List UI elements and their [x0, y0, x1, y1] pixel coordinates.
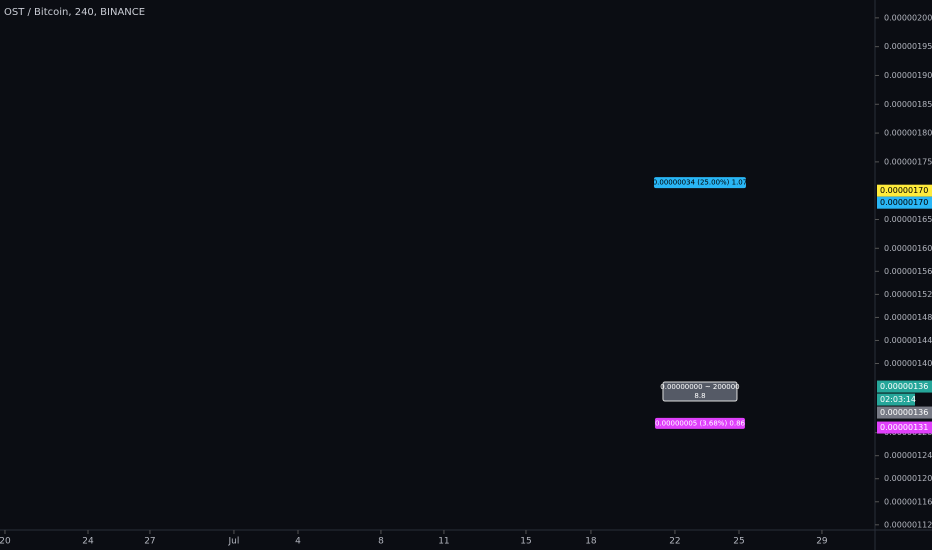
stop-label-box	[654, 417, 745, 429]
price-tag-label: 0.00000170	[880, 198, 928, 207]
x-tick-label: 25	[733, 537, 744, 547]
y-tick-label: 0.00000148	[884, 313, 932, 322]
price-tag-label: 0.00000170	[880, 186, 928, 195]
y-tick-label: 0.00000185	[884, 100, 932, 109]
x-tick-label: 24	[82, 537, 94, 547]
price-tag-label: 0.00000136	[880, 382, 928, 391]
price-tag-label: 02:03:14	[880, 395, 916, 404]
price-tag	[877, 406, 932, 419]
stop-label: 0.00000005 (3.68%) 0.86	[655, 419, 746, 427]
y-tick-label: 0.00000156	[884, 267, 932, 276]
y-tick-label: 0.00000112	[884, 520, 932, 529]
y-tick-label: 0.00000175	[884, 157, 932, 166]
entry-label: 0.00000000 ~ 200000	[660, 383, 739, 391]
entry-label: 8.8	[694, 392, 705, 400]
axes: 0.00000200 0.00000195 0.00000190 0.00000185…	[0, 13, 932, 546]
x-tick-label: 8	[378, 537, 384, 547]
entry-label-box	[662, 381, 738, 402]
x-tick-label: 29	[816, 537, 828, 547]
x-tick-label: 4	[295, 537, 301, 547]
price-tag	[877, 196, 932, 209]
y-tick-label: 0.00000190	[884, 71, 932, 80]
x-tick-label: 18	[585, 537, 597, 547]
price-tag	[877, 393, 915, 406]
y-tick-label: 0.00000160	[884, 244, 932, 253]
price-tag	[877, 184, 932, 197]
y-tick-label: 0.00000140	[884, 359, 932, 368]
y-tick-label: 0.00000116	[884, 497, 932, 506]
y-tick-label: 0.00000120	[884, 474, 932, 483]
y-tick-label: 0.00000124	[884, 451, 932, 460]
x-tick-label: 20	[0, 537, 11, 547]
chart-title: OST / Bitcoin, 240, BINANCE	[4, 7, 145, 18]
y-tick-label: 0.00000200	[884, 13, 932, 22]
price-tag	[877, 380, 932, 393]
y-tick-label: 0.00000195	[884, 42, 932, 51]
price-tag-label: 0.00000136	[880, 408, 928, 417]
y-tick-label: 0.00000165	[884, 215, 932, 224]
y-tick-label: 0.00000180	[884, 129, 932, 138]
price-tag-label: 0.00000131	[880, 423, 928, 432]
x-tick-label: 27	[144, 537, 155, 547]
target-label-box	[653, 177, 746, 189]
target-label: 0.00000034 (25.00%) 1.07	[653, 179, 748, 187]
x-tick-label: 15	[520, 537, 531, 547]
x-tick-label: Jul	[228, 537, 240, 547]
x-tick-label: 22	[669, 537, 680, 547]
x-tick-label: 11	[438, 537, 449, 547]
price-tag	[877, 421, 932, 434]
y-tick-label: 0.00000144	[884, 336, 932, 345]
y-tick-label: 0.00000152	[884, 290, 932, 299]
